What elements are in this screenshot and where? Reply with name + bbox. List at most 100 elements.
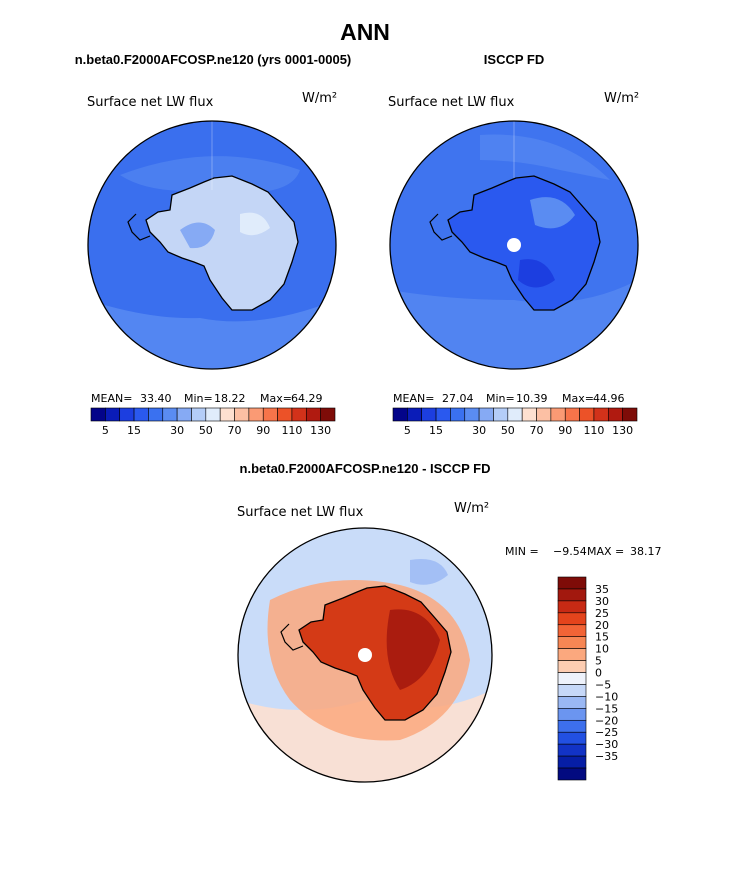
colorbar-swatch	[557, 588, 587, 602]
units-label-isccp: W/m²	[604, 91, 639, 106]
ice-patch-model-2	[240, 212, 270, 236]
colorbar-tick-label: 70	[228, 424, 242, 437]
colorbar-isccp: 5 15 30 50 70 90 110 130	[392, 407, 638, 437]
colorbar-swatch	[450, 407, 466, 422]
colorbar-swatch	[521, 407, 537, 422]
colorbar-swatch	[564, 407, 580, 422]
colorbar-swatch	[557, 767, 587, 781]
colorbar-swatch	[90, 407, 106, 422]
field-label-difference: Surface net LW flux	[237, 505, 364, 520]
colorbar-tick-label: 10	[595, 643, 609, 656]
peninsula-model	[127, 213, 151, 241]
colorbar-swatch	[392, 407, 408, 422]
ocean-ring-model	[120, 156, 300, 193]
min-value-model: 18.22	[214, 392, 246, 405]
mean-value-model: 33.40	[140, 392, 172, 405]
colorbar-model: 5 15 30 50 70 90 110 130	[90, 407, 336, 437]
min-label-isccp: Min=	[486, 392, 515, 405]
colorbar-swatch	[622, 407, 638, 422]
colorbar-swatch	[507, 407, 523, 422]
colorbar-swatch	[557, 696, 587, 709]
min-label-model: Min=	[184, 392, 213, 405]
colorbar-tick-label: 90	[558, 424, 572, 437]
field-label-model: Surface net LW flux	[87, 95, 214, 110]
colorbar-swatch	[557, 576, 587, 590]
colorbar-swatch	[557, 684, 587, 697]
colorbar-tick-label: 50	[199, 424, 213, 437]
colorbar-swatch	[248, 407, 264, 422]
colorbar-tick-label: 15	[127, 424, 141, 437]
panel-isccp: ISCCP FD Surface net LW flux W/m² MEAN= …	[388, 52, 639, 437]
colorbar-tick-label: −10	[595, 690, 618, 703]
colorbar-swatch	[205, 407, 221, 422]
colorbar-swatch	[557, 708, 587, 721]
colorbar-tick-label: −30	[595, 738, 618, 751]
colorbar-tick-label: 5	[404, 424, 411, 437]
colorbar-tick-label: 30	[595, 595, 609, 608]
colorbar-tick-label: 5	[102, 424, 109, 437]
colorbar-tick-label: 20	[595, 619, 609, 632]
colorbar-swatch	[607, 407, 623, 422]
colorbar-tick-label: −15	[595, 702, 618, 715]
antarctica-outline-model	[145, 175, 299, 311]
min-value-isccp: 10.39	[516, 392, 548, 405]
colorbar-swatch	[557, 660, 587, 673]
map-isccp	[390, 121, 638, 369]
colorbar-tick-label: −25	[595, 726, 618, 739]
colorbar-swatch	[593, 407, 609, 422]
min-label-difference: MIN =	[505, 545, 539, 558]
max-label-model: Max=	[260, 392, 292, 405]
colorbar-tick-label: −35	[595, 750, 618, 763]
colorbar-tick-label: 15	[429, 424, 443, 437]
map-border-difference	[237, 527, 493, 783]
colorbar-swatch	[493, 407, 509, 422]
colorbar-swatch	[162, 407, 178, 422]
pole-hole-difference	[358, 648, 372, 662]
colorbar-tick-label: 30	[170, 424, 184, 437]
colorbar-tick-label: −5	[595, 678, 611, 691]
colorbar-swatch	[557, 648, 587, 661]
max-value-model: 64.29	[291, 392, 323, 405]
colorbar-tick-label: 70	[530, 424, 544, 437]
min-value-difference: −9.54	[553, 545, 587, 558]
colorbar-swatch	[291, 407, 307, 422]
colorbar-tick-label: 25	[595, 607, 609, 620]
colorbar-tick-label: 110	[281, 424, 302, 437]
colorbar-tick-label: 130	[612, 424, 633, 437]
colorbar-swatch	[557, 755, 587, 769]
field-label-isccp: Surface net LW flux	[388, 95, 515, 110]
colorbar-swatch	[191, 407, 207, 422]
colorbar-swatch	[557, 731, 587, 745]
colorbar-swatch	[557, 600, 587, 614]
colorbar-swatch	[478, 407, 494, 422]
colorbar-swatch	[435, 407, 451, 422]
colorbar-swatch	[320, 407, 336, 422]
max-value-difference: 38.17	[630, 545, 662, 558]
peninsula-difference	[280, 623, 304, 651]
colorbar-tick-label: 5	[595, 655, 602, 668]
colorbar-swatch	[119, 407, 135, 422]
colorbar-swatch	[262, 407, 278, 422]
colorbar-swatch	[234, 407, 250, 422]
mean-label-model: MEAN=	[91, 392, 132, 405]
colorbar-swatch	[464, 407, 480, 422]
colorbar-swatch	[557, 624, 587, 638]
max-value-isccp: 44.96	[593, 392, 625, 405]
colorbar-swatch	[557, 672, 587, 685]
colorbar-tick-label: 130	[310, 424, 331, 437]
ice-patch-isccp	[530, 197, 575, 229]
colorbar-tick-label: 90	[256, 424, 270, 437]
map-border-isccp	[389, 120, 639, 370]
panel-difference: n.beta0.F2000AFCOSP.ne120 - ISCCP FD Sur…	[237, 461, 662, 783]
colorbar-swatch	[105, 407, 121, 422]
map-difference	[238, 528, 492, 782]
colorbar-swatch	[557, 719, 587, 733]
panel-title-isccp: ISCCP FD	[484, 52, 544, 67]
colorbar-swatch	[148, 407, 164, 422]
pole-hole-isccp	[507, 238, 521, 252]
peninsula-isccp	[429, 213, 453, 241]
colorbar-tick-label: 0	[595, 667, 602, 680]
units-label-difference: W/m²	[454, 501, 489, 516]
colorbar-swatch	[421, 407, 437, 422]
